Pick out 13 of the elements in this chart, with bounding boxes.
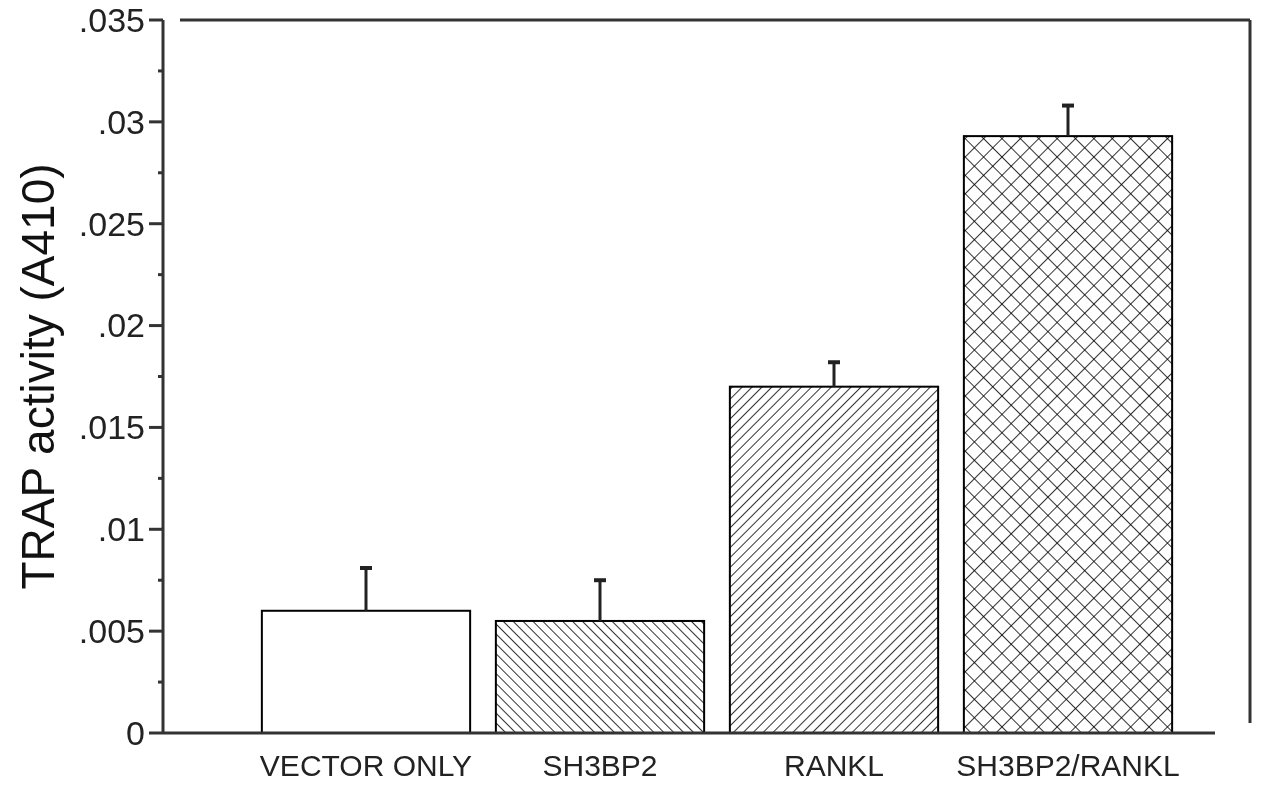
y-tick-label: .01	[97, 510, 145, 549]
y-tick-label: .005	[78, 612, 145, 651]
x-tick-label: SH3BP2	[542, 749, 658, 782]
y-tick-label: .03	[97, 102, 145, 141]
y-tick-label: .02	[97, 306, 145, 345]
y-axis-title: TRAP activity (A410)	[12, 163, 64, 590]
x-tick-label: SH3BP2/RANKL	[956, 749, 1180, 782]
y-tick-label: .035	[78, 0, 145, 39]
y-tick-label: .025	[78, 204, 145, 243]
y-tick-label: 0	[126, 713, 145, 752]
x-tick-label: VECTOR ONLY	[259, 749, 473, 782]
x-tick-label: RANKL	[783, 749, 885, 782]
y-tick-label: .015	[78, 408, 145, 447]
